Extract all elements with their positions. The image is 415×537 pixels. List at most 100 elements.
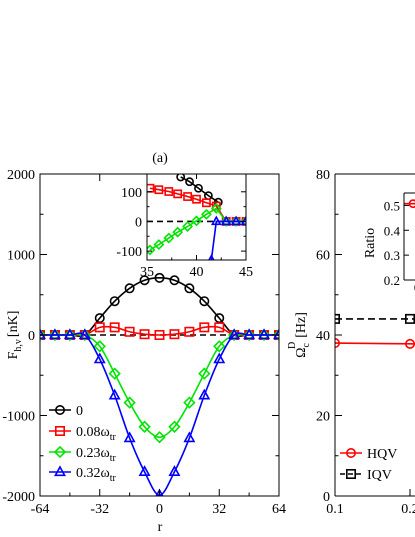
left-ylabel-sub: h,v [13,339,24,352]
left-main-point-3-9 [168,465,181,477]
right-inset-ytick-label-0: 0.2 [384,273,400,288]
left-main-point-2-10 [183,396,196,409]
left-main-point-2-12 [213,340,226,353]
left-inset-point-2-3 [172,226,184,238]
left-inset-point-2-10 [240,215,246,227]
left-main-point-3-14 [243,328,256,340]
left-main-point-2-11 [198,367,211,380]
left-inset-axes: 35 40 45 -100 0 100 [116,174,253,280]
right-main-ytick-label-1: 20 [316,410,330,425]
left-main-point-3-1 [48,328,61,340]
right-ylabel: ΩcD [Hz] [287,312,312,358]
right-inset-ylabel: Ratio [363,228,378,258]
left-ylabel: Fh,v [nK] [6,311,24,360]
left-main-point-0-6 [124,283,135,294]
right-panel: 0.1 0.2 0 20 40 60 80 ΩcD [Hz] HQV IQV 0.2 0.2 0.3… [287,168,415,517]
right-inset-background [404,193,415,280]
left-main-point-2-15 [257,328,271,342]
left-main-point-1-8 [154,329,165,340]
left-main-point-3-4 [93,352,106,364]
left-main-point-2-1 [48,328,62,342]
right-inset-xtick-label-0: 0.2 [414,280,415,295]
right-inset-point-0-1 [408,199,415,209]
left-inset-point-3-1 [208,254,215,260]
left-main-ytick-label-1: -1000 [2,410,35,425]
right-main-point-0-1 [404,338,415,349]
right-inset-ytick-label-1: 0.3 [384,248,400,263]
right-main-ytick-label-2: 40 [316,329,330,344]
left-inset-point-2-9 [230,215,242,227]
right-main-legend-label-0: HQV [367,447,397,462]
left-inset-point-1-1 [154,185,164,195]
left-main-point-2-16 [272,328,279,342]
left-main-legend-marker-3 [54,465,66,477]
left-main-point-0-7 [139,275,150,286]
left-inset-point-3-5 [240,215,246,226]
left-inset-ytick-label-0: -100 [116,245,142,260]
left-main-xtick-label-2: 0 [156,502,163,517]
left-inset-ytick-label-2: 100 [121,186,142,201]
left-main-legend-marker-0 [54,404,65,415]
right-main-xtick-label-1: 0.2 [401,502,415,517]
left-inset-point-0-0 [176,174,186,182]
left-main-legend-label-3: 0.32ωtr [76,466,116,484]
left-main-point-2-7 [138,420,151,433]
left-main-legend-marker-1 [54,425,65,436]
left-main-point-2-8 [153,431,166,444]
left-main-point-2-5 [108,367,121,380]
left-inset-point-0-1 [185,177,194,187]
left-inset-point-0-2 [194,183,203,193]
left-inset-point-1-6 [202,198,211,208]
right-inset-ytick-label-3: 0.5 [384,198,400,213]
right-ylabel-sub: c [301,342,312,347]
right-ylabel-sup: D [287,342,298,349]
left-main-point-0-11 [199,296,210,307]
left-xlabel: r [158,520,163,535]
left-main-xtick-label-1: -32 [90,502,109,517]
left-inset-point-2-1 [153,239,165,251]
left-main-legend-label-1: 0.08ωtr [76,425,116,443]
left-main-point-1-12 [214,322,225,333]
right-main-xtick-label-0: 0.1 [326,502,344,517]
left-inset-point-2-6 [200,208,212,220]
right-main-point-0-0 [335,338,340,349]
left-main-point-3-10 [183,431,196,443]
right-main-ytick-label-0: 0 [323,490,330,505]
left-inset-point-1-3 [173,189,183,199]
right-main-ytick-label-4: 80 [316,168,330,183]
left-main-ytick-label-0: -2000 [2,490,35,505]
left-main-series-line-2 [40,333,279,439]
left-main-point-0-9 [169,275,180,286]
left-inset-point-3-4 [230,215,242,226]
left-main-point-1-10 [184,326,195,337]
left-main-series [40,272,279,496]
left-main-point-1-4 [94,322,105,333]
left-inset-point-2-2 [163,232,175,244]
right-main-legend-marker-1 [345,468,356,479]
left-main-legend-label-0: 0 [76,404,83,419]
left-inset-xtick-label-1: 40 [190,265,204,280]
left-inset-point-2-7 [210,202,222,214]
left-main-point-2-9 [168,420,181,433]
left-main-point-3-12 [213,352,226,364]
left-main-point-3-11 [198,388,211,400]
svg-text:Fh,v[nK]: Fh,v [nK] [6,311,24,360]
left-inset-point-2-8 [220,215,232,227]
left-main-point-3-7 [138,465,151,477]
left-main-xtick-label-4: 64 [272,502,286,517]
left-inset-ytick-label-1: 0 [135,215,142,230]
left-main-point-3-16 [273,328,279,340]
left-inset-point-1-5 [192,194,201,204]
left-main-point-0-12 [214,313,225,324]
right-main-point-1-1 [404,313,415,324]
right-main-legend-marker-0 [345,447,356,458]
left-main-point-3-2 [63,328,76,340]
left-inset-xtick-label-2: 45 [239,265,253,280]
left-main-ytick-label-3: 1000 [7,249,35,264]
right-main-legend-label-1: IQV [367,468,392,483]
left-main-xtick-label-0: -64 [31,502,50,517]
svg-text:ΩcD[Hz]: ΩcD [Hz] [287,312,312,358]
